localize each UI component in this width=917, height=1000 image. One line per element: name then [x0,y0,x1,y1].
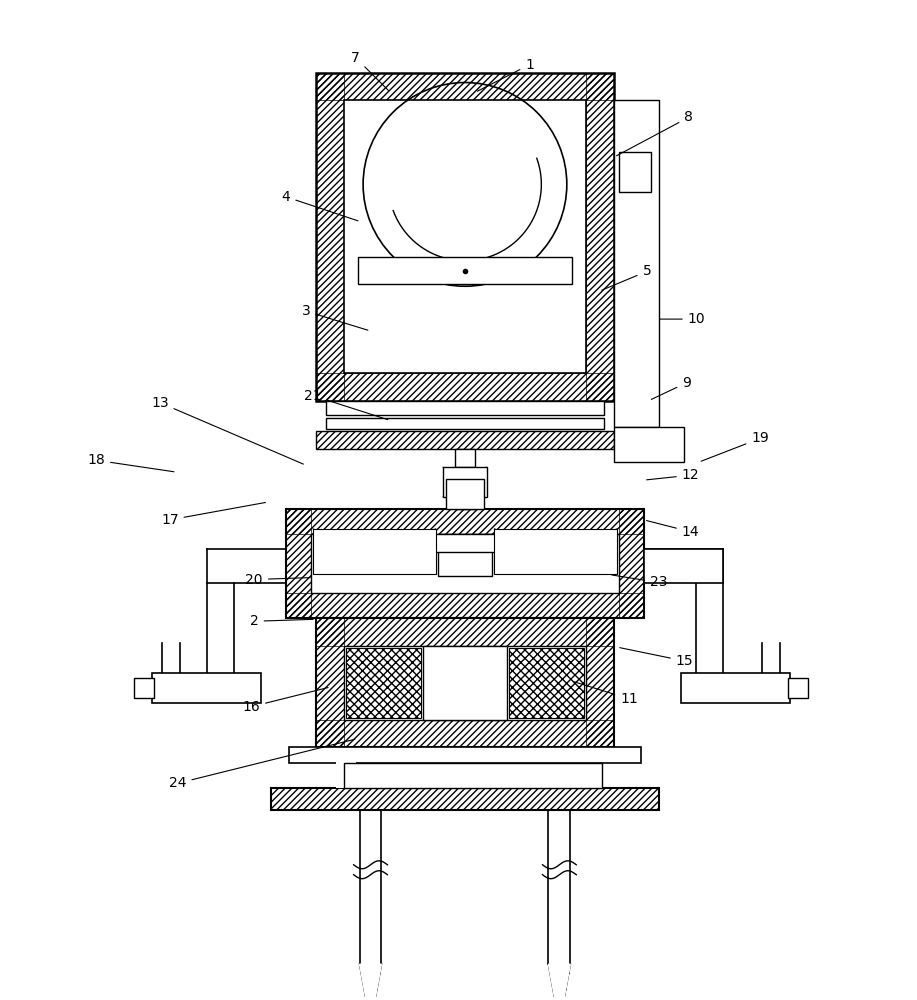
Text: 18: 18 [87,453,174,472]
Text: 13: 13 [151,396,304,464]
Bar [358,257,572,284]
Text: 10: 10 [659,312,705,326]
Text: 8: 8 [616,110,693,156]
Text: 7: 7 [351,51,389,91]
Text: 4: 4 [282,190,358,221]
Bar [619,152,651,192]
Text: 2: 2 [249,614,313,628]
Text: 11: 11 [574,682,638,706]
Text: 24: 24 [169,739,355,790]
Bar [286,509,311,618]
Bar [134,678,154,698]
Text: 14: 14 [646,521,700,539]
Text: 12: 12 [646,468,700,482]
Bar [437,534,492,576]
Bar [326,401,604,415]
Bar [286,593,644,618]
Bar [443,467,487,497]
Bar [455,497,475,509]
Bar [315,73,614,401]
Bar [509,648,584,718]
Bar [286,509,644,618]
Bar [788,678,808,698]
Bar [315,618,344,747]
Polygon shape [359,964,381,1000]
Bar [315,373,614,401]
Bar [344,100,586,373]
Bar [152,673,261,703]
Bar [614,427,684,462]
Bar [315,618,614,747]
Text: 23: 23 [612,575,668,589]
Text: 17: 17 [161,502,265,527]
Text: 19: 19 [702,431,769,461]
Bar [271,788,658,810]
Bar [326,418,604,429]
Bar [315,73,344,401]
Text: 9: 9 [651,376,691,399]
Bar [430,534,501,552]
Bar [315,73,614,100]
Bar [619,509,644,618]
Text: 15: 15 [620,648,693,668]
Bar [311,534,619,593]
Text: 16: 16 [242,688,328,714]
Bar [455,449,475,467]
Bar [586,618,614,747]
Polygon shape [548,964,570,1000]
Bar [586,73,614,401]
Bar [286,509,644,534]
Bar [313,529,436,574]
Bar [315,431,614,449]
Text: 3: 3 [302,304,368,330]
Bar [494,529,617,574]
Bar [344,646,586,720]
Bar [644,549,724,583]
Bar [423,646,507,720]
Text: 20: 20 [246,573,310,587]
Bar [446,479,484,509]
Bar [614,100,658,427]
Bar [315,720,614,747]
Bar [336,761,356,788]
Bar [346,648,421,718]
Text: 5: 5 [602,264,651,290]
Bar [289,747,641,763]
Text: 21: 21 [304,389,388,420]
Text: 1: 1 [478,58,534,91]
Bar [680,673,790,703]
Bar [315,618,614,646]
Bar [344,763,602,788]
